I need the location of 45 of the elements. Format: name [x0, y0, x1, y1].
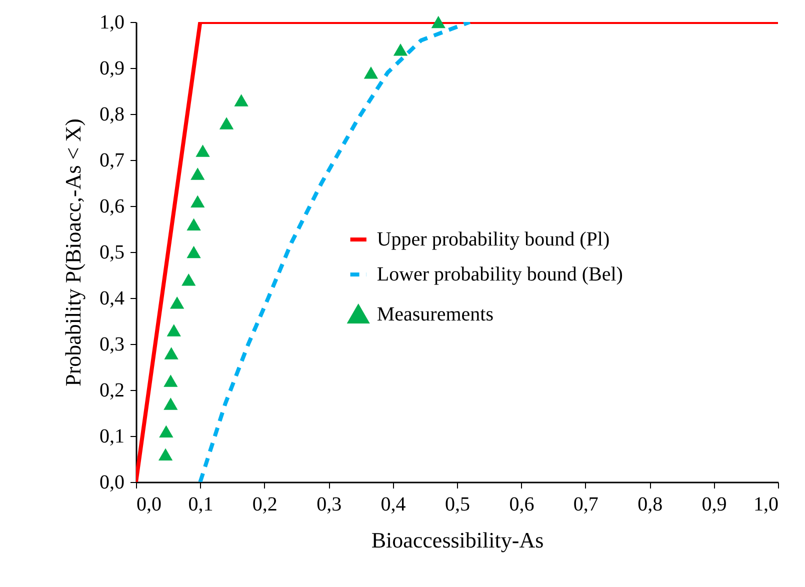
x-tick-label: 0,4: [380, 494, 406, 516]
y-tick-label: 0,7: [100, 150, 124, 172]
y-tick-label: 0,0: [100, 472, 124, 494]
point: [164, 347, 178, 360]
x-tick-label: 1,0: [754, 494, 778, 516]
point: [393, 43, 408, 56]
point: [170, 296, 184, 309]
y-tick-label: 0,1: [100, 426, 124, 448]
point: [234, 94, 248, 106]
point: [190, 195, 205, 208]
y-tick-label: 0,6: [100, 196, 124, 218]
legend-label: Upper probability bound (Pl): [376, 228, 610, 250]
x-tick-label: 0,0: [136, 494, 162, 516]
x-tick-label: 0,3: [316, 494, 342, 516]
y-tick-label: 0,9: [100, 58, 124, 80]
y-axis-title: Probability P(Bioacc,-As < X): [60, 118, 86, 386]
point: [164, 398, 178, 410]
y-tick-label: 0,2: [100, 380, 124, 402]
x-tick-label: 0,2: [252, 494, 278, 516]
y-tick-label: 1,0: [100, 12, 124, 34]
point: [364, 66, 378, 79]
point: [219, 117, 234, 130]
x-tick-label: 0,5: [445, 494, 470, 516]
legend-label: Measurements: [376, 304, 494, 326]
point: [182, 273, 196, 286]
point: [166, 324, 181, 336]
y-tick-label: 0,5: [100, 242, 124, 264]
point: [159, 425, 174, 438]
x-tick-label: 0,6: [509, 494, 534, 516]
point: [196, 144, 210, 157]
y-tick-label: 0,8: [100, 104, 124, 126]
y-tick-label: 0,3: [100, 334, 124, 356]
y-tick-label: 0,4: [100, 288, 124, 310]
x-tick-label: 0,7: [573, 494, 598, 516]
point: [164, 374, 178, 387]
legend-label: Lower probability bound (Bel): [376, 264, 623, 286]
point: [186, 218, 201, 231]
x-tick-label: 0,8: [638, 494, 663, 516]
point: [431, 16, 446, 28]
point: [186, 246, 201, 258]
x-tick-label: 0,1: [188, 494, 214, 516]
point: [158, 448, 173, 461]
x-axis-title: Bioaccessibility-As: [371, 528, 544, 552]
point: [190, 168, 205, 180]
x-tick-label: 0,9: [702, 494, 727, 516]
